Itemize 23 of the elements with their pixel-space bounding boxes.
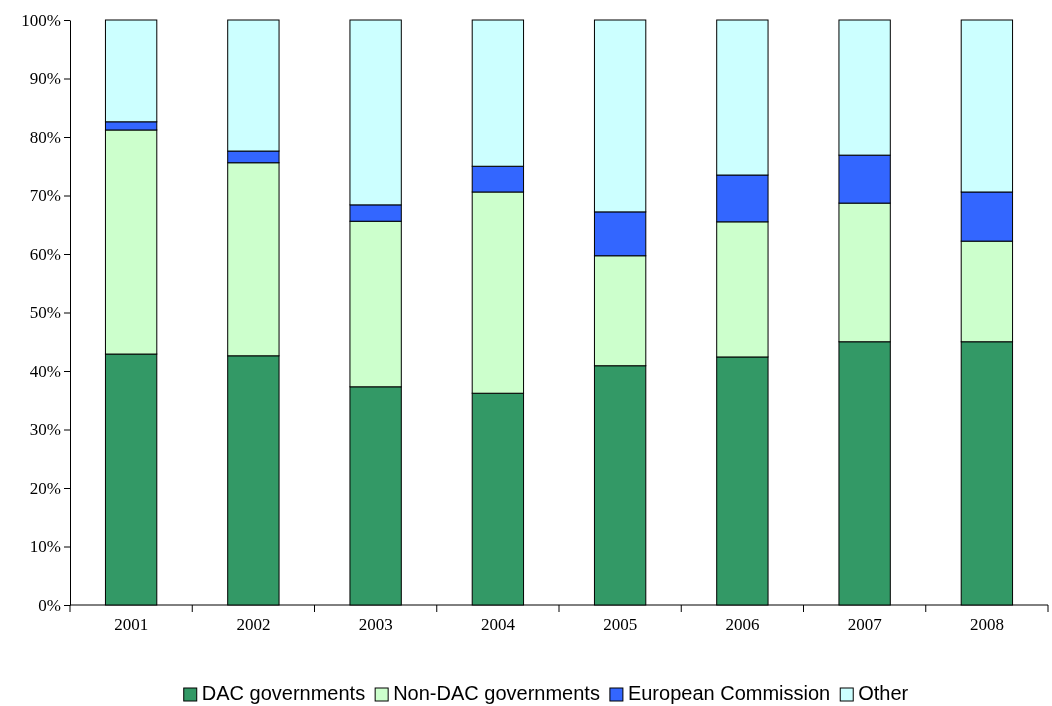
y-tick-label: 50% [29,303,61,323]
y-tick-label: 30% [29,420,61,440]
y-tick-label: 20% [29,478,61,498]
x-tick-label: 2001 [114,615,149,635]
y-tick-label: 40% [29,361,61,381]
y-tick-label: 60% [29,244,61,264]
x-tick-label: 2008 [969,615,1004,635]
x-tick-label: 2003 [358,615,393,635]
legend-label: DAC governments [201,682,366,704]
y-tick-label: 70% [29,186,61,206]
legend-label: European Commission [627,682,831,704]
legend-label: Other [858,682,909,704]
x-tick-label: 2002 [236,615,271,635]
x-tick-label: 2005 [603,615,638,635]
y-tick-label: 90% [29,69,61,89]
y-tick-label: 10% [29,537,61,557]
y-tick-label: 80% [29,127,61,147]
y-tick-label: 100% [21,10,61,30]
legend-label: Non-DAC governments [393,682,600,704]
y-tick-label: 0% [38,595,61,615]
x-tick-label: 2007 [847,615,883,635]
x-tick-label: 2004 [480,615,516,635]
x-tick-label: 2006 [725,615,760,635]
